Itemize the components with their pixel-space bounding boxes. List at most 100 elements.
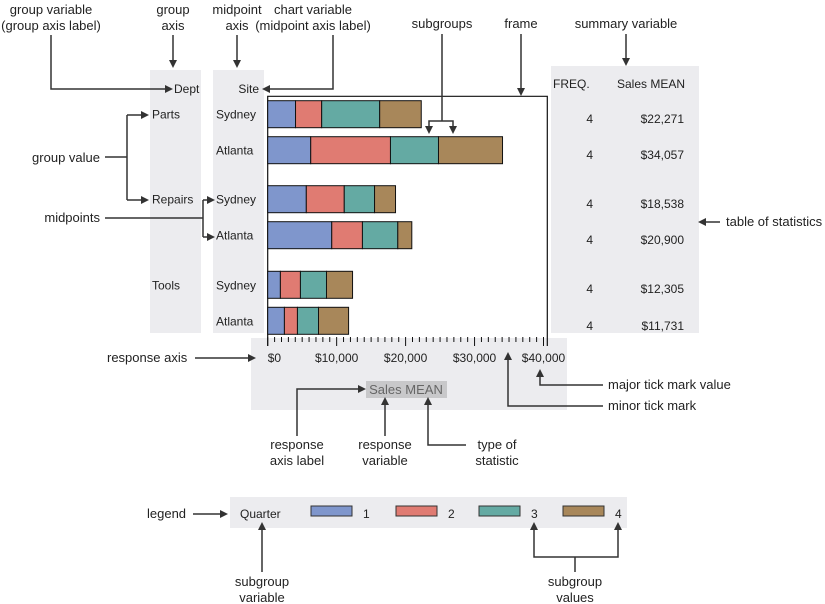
bar-segment-parts-atlanta-q3 <box>389 136 439 165</box>
annotation-type-of-statistic: type of statistic <box>424 397 519 468</box>
group-axis-panel <box>150 70 201 333</box>
svg-text:subgroup: subgroup <box>235 574 289 589</box>
bar-segment-repairs-atlanta-q2 <box>331 221 363 250</box>
statistics-panel <box>551 66 699 333</box>
response-axis-panel <box>251 338 567 410</box>
svg-text:summary variable: summary variable <box>575 16 678 31</box>
legend-value-4: 4 <box>615 507 622 521</box>
legend-label: Quarter <box>240 507 281 521</box>
stats-mean-value: $34,057 <box>641 148 685 162</box>
svg-text:group: group <box>156 2 189 17</box>
svg-text:legend: legend <box>147 506 186 521</box>
stats-mean-value: $12,305 <box>641 282 685 296</box>
bar-segment-repairs-sydney-q1 <box>267 185 307 214</box>
bar-segment-repairs-sydney-q2 <box>305 185 345 214</box>
bar-segment-parts-sydney-q1 <box>267 100 297 129</box>
svg-text:midpoints: midpoints <box>44 210 100 225</box>
bar-segment-parts-atlanta-q4 <box>437 136 504 165</box>
legend-swatch-1 <box>310 505 353 517</box>
svg-text:axis: axis <box>161 18 185 33</box>
annotation-chart-variable: chart variable (midpoint axis label) <box>255 2 371 93</box>
bar-segment-parts-sydney-q4 <box>379 100 422 129</box>
response-label-highlight <box>366 381 447 398</box>
midpoint-axis-panel <box>213 70 264 333</box>
legend-value-3: 3 <box>531 507 538 521</box>
tick-label: $20,000 <box>384 351 428 365</box>
stats-freq-value: 4 <box>586 282 593 296</box>
bar-segment-parts-sydney-q3 <box>321 100 381 129</box>
legend-value-2: 2 <box>448 507 455 521</box>
midpoint-label: Atlanta <box>216 144 254 158</box>
annotation-frame: frame <box>504 16 538 96</box>
annotation-group-axis: group axis <box>156 2 190 68</box>
bars <box>267 100 504 335</box>
tick-label: $0 <box>268 351 282 365</box>
group-value-label: Repairs <box>152 193 193 207</box>
bar-segment-parts-atlanta-q1 <box>267 136 312 165</box>
svg-text:variable: variable <box>239 590 285 604</box>
annotation-minor-tick: minor tick mark <box>504 352 697 413</box>
annotation-subgroup-values: subgroup values <box>530 522 622 604</box>
bar-segment-repairs-sydney-q3 <box>343 185 376 214</box>
group-axis-label: Dept <box>174 82 200 96</box>
bar-segment-tools-atlanta-q2 <box>283 306 298 335</box>
response-axis-label: Sales MEAN <box>369 382 443 397</box>
annotation-summary-variable: summary variable <box>575 16 678 66</box>
stats-mean-value: $18,538 <box>641 197 685 211</box>
annotation-table-of-statistics: table of statistics <box>698 214 823 229</box>
annotation-response-axis-label: response axis label <box>270 385 366 468</box>
stats-freq-value: 4 <box>586 319 593 333</box>
stats-freq-value: 4 <box>586 233 593 247</box>
bar-segment-tools-atlanta-q1 <box>267 306 285 335</box>
svg-text:type of: type of <box>477 437 516 452</box>
stats-mean-value: $22,271 <box>641 112 685 126</box>
legend-value-1: 1 <box>363 507 370 521</box>
bar-segment-tools-sydney-q3 <box>299 270 327 299</box>
svg-text:major tick mark value: major tick mark value <box>608 377 731 392</box>
stats-mean-value: $20,900 <box>641 233 685 247</box>
annotation-legend: legend <box>147 506 228 521</box>
tick-label: $40,000 <box>522 351 566 365</box>
svg-text:(midpoint axis label): (midpoint axis label) <box>255 18 371 33</box>
midpoint-label: Atlanta <box>216 314 254 328</box>
annotation-group-value: group value <box>32 111 149 204</box>
svg-text:axis label: axis label <box>270 453 324 468</box>
svg-text:minor tick mark: minor tick mark <box>608 398 697 413</box>
midpoint-axis-label: Site <box>238 82 259 96</box>
svg-text:group value: group value <box>32 150 100 165</box>
stats-freq-value: 4 <box>586 197 593 211</box>
svg-text:table of statistics: table of statistics <box>726 214 823 229</box>
midpoint-label: Sydney <box>216 193 256 207</box>
stats-header-mean: Sales MEAN <box>617 77 685 91</box>
svg-text:frame: frame <box>504 16 537 31</box>
tick-label: $10,000 <box>315 351 359 365</box>
svg-text:response axis: response axis <box>107 350 188 365</box>
svg-text:axis: axis <box>225 18 249 33</box>
tick-label: $30,000 <box>453 351 497 365</box>
bar-segment-parts-atlanta-q2 <box>310 136 391 165</box>
bar-segment-repairs-atlanta-q3 <box>361 221 399 250</box>
midpoint-label: Atlanta <box>216 229 254 243</box>
legend-swatch-2 <box>395 505 438 517</box>
chart-frame <box>267 95 548 346</box>
bar-segment-tools-sydney-q1 <box>267 270 281 299</box>
group-value-label: Parts <box>152 108 180 122</box>
svg-text:midpoint: midpoint <box>212 2 262 17</box>
svg-text:group variable: group variable <box>10 2 92 17</box>
svg-text:values: values <box>556 590 594 604</box>
annotation-group-variable: group variable (group axis label) <box>1 2 173 93</box>
svg-text:statistic: statistic <box>475 453 519 468</box>
bar-segment-tools-atlanta-q3 <box>296 306 320 335</box>
bar-segment-parts-sydney-q2 <box>295 100 323 129</box>
bar-segment-tools-sydney-q2 <box>279 270 301 299</box>
bar-segment-tools-atlanta-q4 <box>318 306 350 335</box>
svg-text:(group axis label): (group axis label) <box>1 18 101 33</box>
response-axis-ticks: $0 $10,000 $20,000 $30,000 $40,000 <box>267 337 566 365</box>
bar-segment-repairs-atlanta-q1 <box>267 221 333 250</box>
annotation-midpoint-axis: midpoint axis <box>212 2 262 68</box>
legend: 1 2 3 4 <box>310 505 622 521</box>
bar-segment-repairs-sydney-q4 <box>374 185 397 214</box>
annotation-midpoints: midpoints <box>44 196 215 241</box>
annotation-major-tick-value: major tick mark value <box>536 369 731 392</box>
